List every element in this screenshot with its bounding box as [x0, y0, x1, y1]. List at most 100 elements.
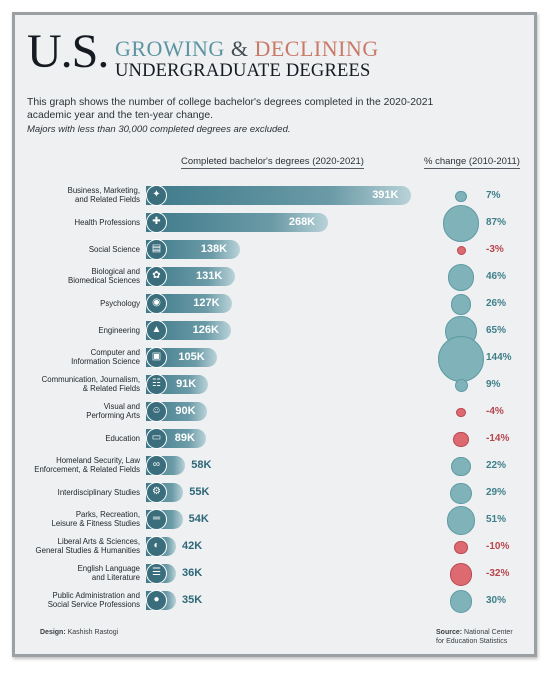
change-label: 9%	[486, 379, 501, 390]
data-bar	[146, 240, 240, 259]
title-ampersand: &	[230, 36, 249, 61]
classroom-icon: ▭	[146, 428, 167, 449]
category-label: Engineering	[5, 326, 140, 335]
change-label: 22%	[486, 460, 507, 471]
category-label-line: English Language	[77, 564, 140, 573]
change-label: -3%	[486, 244, 504, 255]
design-credit: Design: Kashish Rastogi	[40, 629, 118, 638]
change-bubble	[454, 379, 468, 392]
change-bubble	[453, 431, 469, 448]
chart-row: Public Administration and Social Service …	[0, 587, 553, 614]
category-label: Social Science	[5, 245, 140, 254]
source-credit: Source: National Center for Education Sta…	[436, 629, 513, 646]
category-label: Computer and Information Science	[5, 348, 140, 367]
graduation-cap-icon: ▲	[146, 320, 167, 341]
bar-value-label: 35K	[182, 594, 203, 606]
category-label-line: Homeland Security, Law	[56, 456, 140, 465]
category-label-line: Interdisciplinary Studies	[57, 488, 140, 497]
category-label-line: and Related Fields	[74, 195, 140, 205]
data-bar	[146, 186, 411, 205]
computer-user-icon: ▣	[146, 347, 167, 368]
chart-row: Liberal Arts & Sciences, General Studies …	[0, 533, 553, 560]
category-label-line: Biomedical Sciences	[68, 276, 140, 286]
category-label-line: Public Administration and	[52, 591, 140, 600]
category-label-line: Parks, Recreation,	[75, 510, 140, 519]
change-bubble	[454, 540, 468, 555]
psychology-icon: ◉	[146, 293, 167, 314]
chart-row: Education ▭ 89K -14%	[0, 425, 553, 452]
title-growing: GROWING	[115, 36, 225, 61]
change-label: -32%	[486, 568, 510, 579]
head-gear-icon: ⚙	[146, 482, 167, 503]
medical-icon: ✚	[146, 212, 167, 233]
change-label: 7%	[486, 190, 501, 201]
category-label-line: Business, Marketing,	[67, 186, 140, 195]
category-label-line: Visual and	[103, 402, 140, 411]
theater-masks-icon: ☺	[146, 401, 167, 422]
bar-value-label: 58K	[191, 459, 212, 471]
change-label: 30%	[486, 595, 507, 606]
document-icon: ☰	[146, 563, 167, 584]
category-label-line: Communication, Journalism,	[41, 375, 140, 384]
bar-value-label: 36K	[182, 567, 203, 579]
design-label: Design:	[40, 629, 66, 636]
category-label: Homeland Security, Law Enforcement, & Rel…	[5, 456, 140, 475]
title-us: U.S.	[27, 25, 109, 78]
category-label: Public Administration and Social Service …	[5, 591, 140, 610]
chart-row: English Language and Literature ☰ 36K -32%	[0, 560, 553, 587]
title-declining: DECLINING	[254, 36, 379, 61]
intro-text: This graph shows the number of college b…	[27, 97, 434, 121]
chart-row: Biological and Biomedical Sciences ✿ 131K 46…	[0, 263, 553, 291]
change-label: -14%	[486, 433, 510, 444]
person-icon: ●	[146, 590, 167, 611]
bar-value-label: 54K	[188, 513, 209, 525]
category-label-line: Computer and	[90, 348, 140, 357]
change-label: 51%	[486, 514, 507, 525]
dumbbell-icon: ═	[146, 509, 167, 530]
chart-row: Business, Marketing, and Related Fields ✦ 3…	[0, 182, 553, 209]
change-label: 29%	[486, 487, 507, 498]
category-label-line: & Related Fields	[82, 384, 140, 394]
category-label-line: Engineering	[98, 326, 140, 335]
bar-value-label: 91K	[176, 378, 197, 390]
change-bubble	[456, 407, 466, 418]
category-label-line: Social Service Professions	[47, 600, 140, 610]
change-bubble	[442, 205, 480, 242]
category-label-line: Liberal Arts & Sciences,	[57, 537, 140, 546]
data-bar	[146, 321, 232, 340]
bar-value-label: 127K	[193, 297, 220, 309]
chart-row: Psychology ◉ 127K 26%	[0, 290, 553, 317]
title-line-2: UNDERGRADUATE DEGREES	[115, 61, 371, 81]
handcuffs-icon: ∞	[146, 455, 167, 476]
chart-row: Health Professions ✚ 268K 87%	[0, 205, 553, 242]
category-label-line: Performing Arts	[86, 411, 140, 421]
change-bubble	[455, 190, 467, 203]
change-label: 144%	[486, 352, 512, 363]
category-label: Interdisciplinary Studies	[5, 488, 140, 497]
title-line-1: GROWING & DECLINING	[115, 38, 379, 60]
exclusion-note: Majors with less than 30,000 completed d…	[27, 124, 291, 135]
chart-row: Parks, Recreation, Leisure & Fitness Stud…	[0, 506, 553, 535]
category-label: Psychology	[5, 299, 140, 308]
category-label: Education	[5, 434, 140, 443]
handshake-icon: ✦	[146, 185, 167, 206]
chart-row: Computer and Information Science ▣ 105K 144%	[0, 335, 553, 382]
chart-row: Engineering ▲ 126K 65%	[0, 315, 553, 348]
category-label-line: Information Science	[71, 357, 140, 367]
data-bar	[146, 267, 235, 286]
data-bar	[146, 294, 233, 313]
category-label: Liberal Arts & Sciences, General Studies …	[5, 537, 140, 556]
bar-value-label: 138K	[200, 243, 228, 255]
designer-name: Kashish Rastogi	[67, 629, 119, 636]
source-label: Source:	[436, 629, 463, 636]
change-bubble	[456, 246, 466, 255]
source-name-line2: for Education Statistics	[436, 637, 508, 645]
change-label: 46%	[486, 271, 507, 282]
change-label: -10%	[486, 541, 510, 552]
source-name: National Center	[464, 629, 513, 636]
change-label: 65%	[486, 325, 507, 336]
change-label: 26%	[486, 298, 507, 309]
palette-icon: ◐	[146, 536, 167, 557]
bar-value-label: 391K	[372, 189, 399, 201]
change-bubble	[449, 590, 473, 613]
